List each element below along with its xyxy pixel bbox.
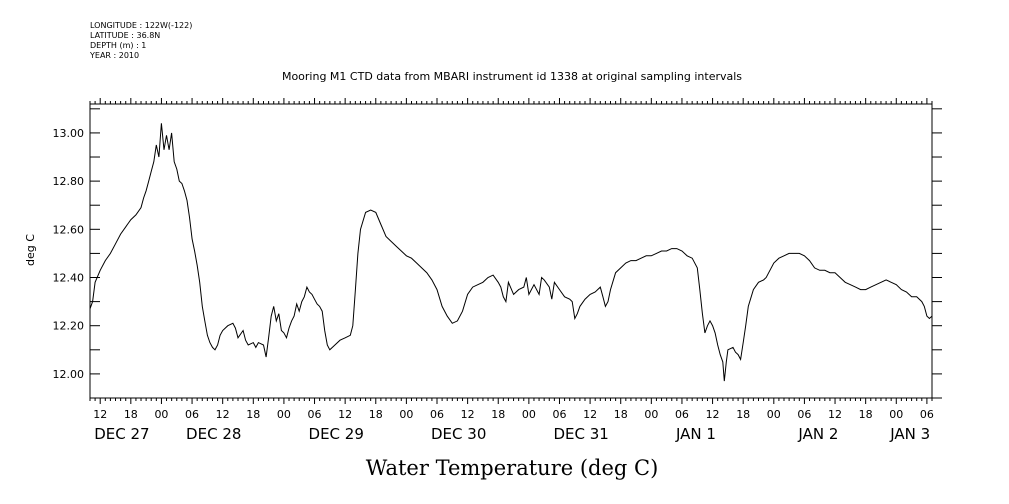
y-tick-label: 13.00 bbox=[53, 127, 85, 140]
x-hour-label: 06 bbox=[430, 408, 444, 421]
x-hour-label: 12 bbox=[706, 408, 720, 421]
x-hour-label: 00 bbox=[522, 408, 536, 421]
x-hour-label: 06 bbox=[552, 408, 566, 421]
x-hour-label: 18 bbox=[369, 408, 383, 421]
year-label: YEAR : 2010 bbox=[90, 51, 140, 60]
data-series-group bbox=[89, 123, 933, 382]
x-day-label: DEC 31 bbox=[553, 425, 608, 443]
y-axis-label: deg C bbox=[24, 234, 37, 266]
x-day-label: JAN 2 bbox=[797, 425, 838, 443]
x-hour-label: 12 bbox=[461, 408, 475, 421]
metadata-block: LONGITUDE : 122W(-122) LATITUDE : 36.8N … bbox=[90, 21, 192, 61]
x-hour-label: 00 bbox=[399, 408, 413, 421]
x-hour-label: 00 bbox=[767, 408, 781, 421]
x-day-label: DEC 29 bbox=[309, 425, 364, 443]
latitude-label: LATITUDE : 36.8N bbox=[90, 31, 161, 40]
x-hour-label: 00 bbox=[277, 408, 291, 421]
x-hour-label: 18 bbox=[614, 408, 628, 421]
x-hour-label: 18 bbox=[859, 408, 873, 421]
x-day-label: JAN 1 bbox=[675, 425, 716, 443]
axis-tick-labels: 12.00 12.20 12.40 12.60 12.80 13.00 12 18 00 06 12… bbox=[53, 127, 934, 443]
y-tick-label: 12.60 bbox=[53, 223, 85, 236]
x-day-label: DEC 28 bbox=[186, 425, 241, 443]
x-day-label: JAN 3 bbox=[889, 425, 930, 443]
x-hour-label: 12 bbox=[216, 408, 230, 421]
x-day-label: DEC 30 bbox=[431, 425, 486, 443]
plot-frame bbox=[89, 103, 933, 399]
chart-title: Mooring M1 CTD data from MBARI instrumen… bbox=[282, 70, 742, 83]
x-hour-label: 00 bbox=[889, 408, 903, 421]
x-hour-label: 06 bbox=[675, 408, 689, 421]
x-hour-label: 12 bbox=[338, 408, 352, 421]
x-hour-label: 06 bbox=[185, 408, 199, 421]
depth-label: DEPTH (m) : 1 bbox=[90, 41, 147, 50]
x-day-label: DEC 27 bbox=[94, 425, 149, 443]
x-hour-label: 12 bbox=[93, 408, 107, 421]
x-axis-label: Water Temperature (deg C) bbox=[366, 456, 659, 480]
x-hour-label: 18 bbox=[124, 408, 138, 421]
y-tick-label: 12.40 bbox=[53, 272, 85, 285]
x-hour-label: 18 bbox=[491, 408, 505, 421]
x-hour-label: 12 bbox=[583, 408, 597, 421]
temperature-series-line bbox=[89, 123, 933, 382]
x-hour-label: 18 bbox=[246, 408, 260, 421]
y-tick-label: 12.20 bbox=[53, 320, 85, 333]
x-hour-label: 18 bbox=[736, 408, 750, 421]
x-hour-label: 06 bbox=[308, 408, 322, 421]
y-tick-label: 12.00 bbox=[53, 368, 85, 381]
x-hour-label: 12 bbox=[828, 408, 842, 421]
longitude-label: LONGITUDE : 122W(-122) bbox=[90, 21, 193, 30]
x-hour-label: 06 bbox=[920, 408, 934, 421]
x-hour-label: 06 bbox=[797, 408, 811, 421]
axis-ticks bbox=[89, 98, 942, 404]
x-hour-label: 00 bbox=[154, 408, 168, 421]
y-tick-label: 12.80 bbox=[53, 175, 85, 188]
x-hour-label: 00 bbox=[644, 408, 658, 421]
